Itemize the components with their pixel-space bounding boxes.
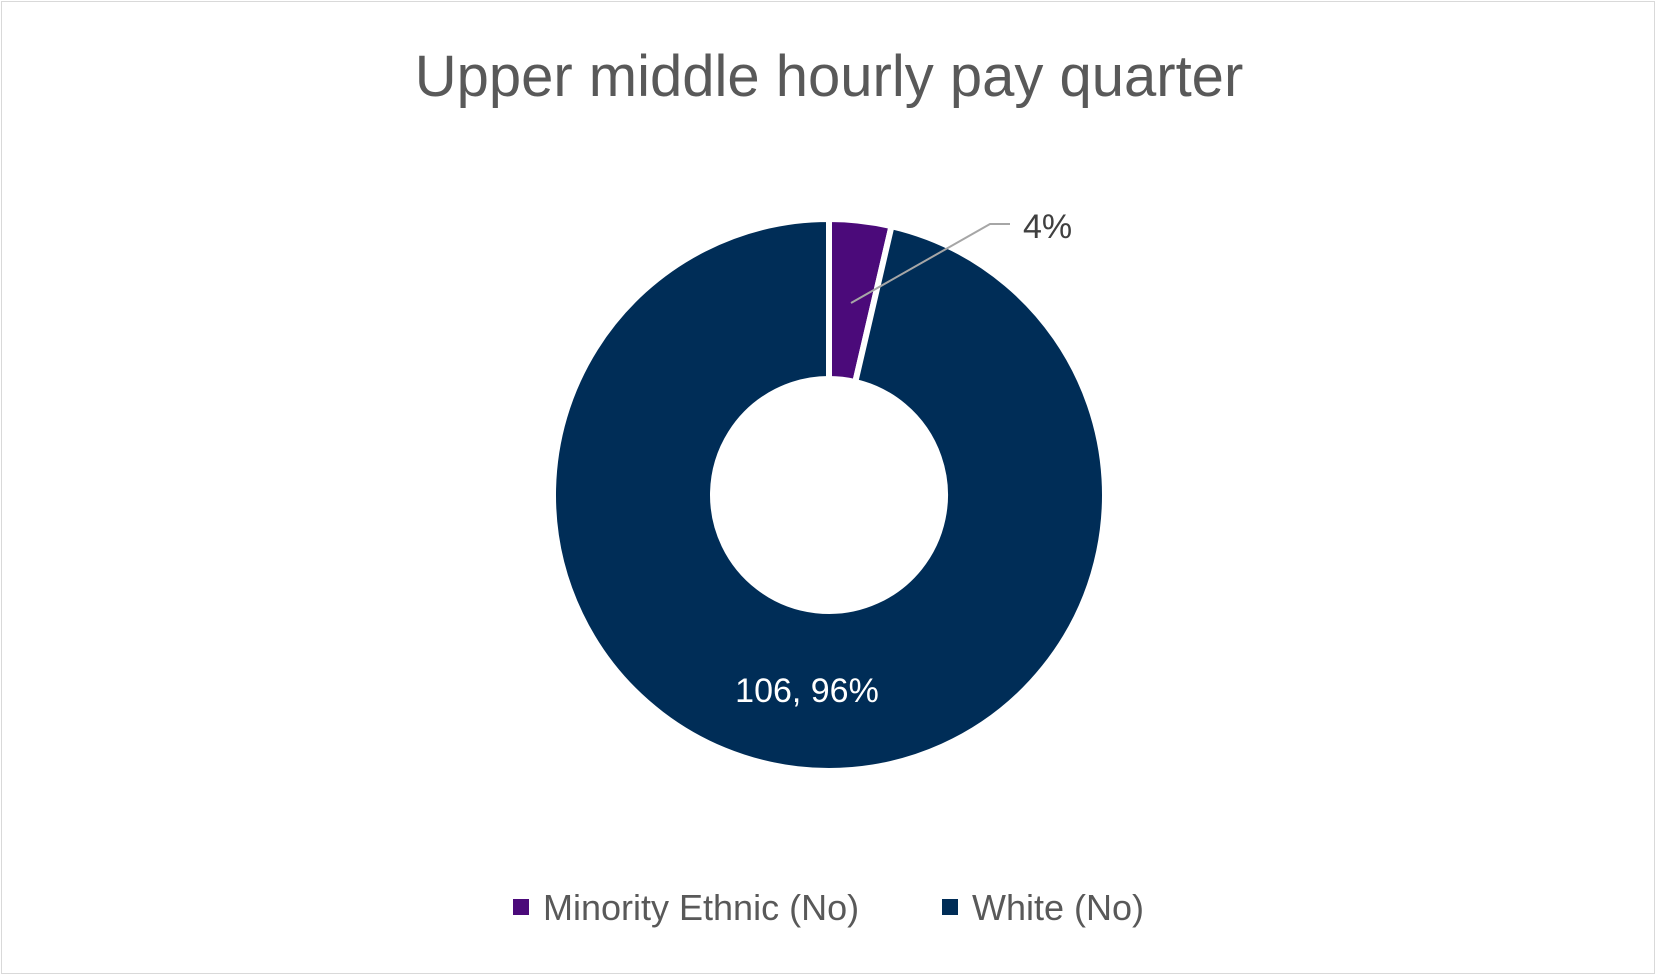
legend-label-white: White (No) xyxy=(972,887,1144,928)
leader-line xyxy=(850,223,1010,304)
legend-label-minority-ethnic: Minority Ethnic (No) xyxy=(543,887,859,928)
legend-swatch-white xyxy=(942,899,958,915)
legend: Minority Ethnic (No) White (No) xyxy=(513,887,1144,928)
slice-white-no xyxy=(550,215,1108,774)
data-label-minority-ethnic: 4% xyxy=(1023,208,1072,246)
slices-group xyxy=(550,215,1108,774)
legend-swatch-minority-ethnic xyxy=(513,899,529,915)
data-label-white: 106, 96% xyxy=(735,672,879,710)
chart-title: Upper middle hourly pay quarter xyxy=(415,44,1244,109)
